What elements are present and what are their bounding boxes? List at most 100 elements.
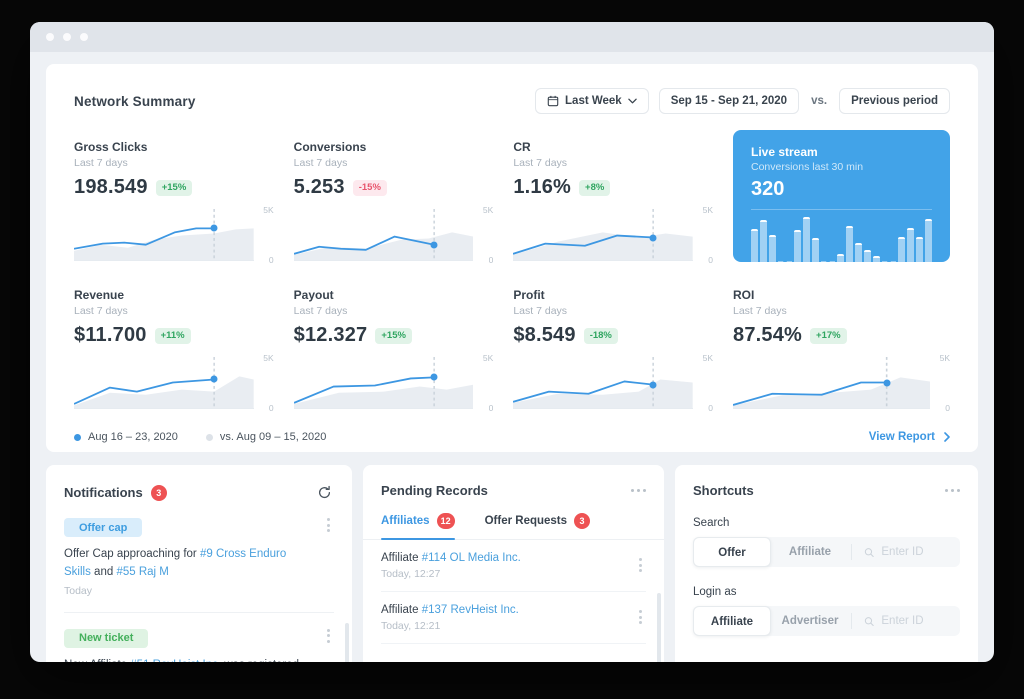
data-point-dot (210, 375, 218, 383)
notifications-panel: Notifications 3 Offer cap Offer Cap appr… (46, 465, 352, 662)
kpi-payout: Payout Last 7 days $12.327 +15% 5K 0 (293, 288, 493, 413)
kpi-title: Gross Clicks (74, 140, 148, 154)
divider (851, 544, 852, 560)
y-axis-max: 5K (939, 353, 950, 363)
data-point-dot (649, 234, 657, 242)
date-range-button[interactable]: Sep 15 - Sep 21, 2020 (658, 88, 800, 114)
current-period-dot (74, 433, 81, 441)
kpi-value: $11.700 (74, 324, 147, 346)
pending-record-row: Affiliate #137 RevHeist Inc. Today, 12:2… (381, 592, 646, 644)
refresh-button[interactable] (315, 483, 334, 502)
live-stream-bar (812, 238, 819, 263)
network-summary-card: Network Summary Last Week Sep 15 - Sep 2… (46, 64, 978, 452)
item-menu-button[interactable] (635, 556, 646, 574)
y-axis-min: 0 (945, 403, 950, 413)
kpi-period: Last 7 days (513, 305, 568, 317)
tab-affiliates[interactable]: Affiliates 12 (381, 513, 455, 540)
notification-tag: Offer cap (64, 518, 143, 537)
notification-tag: New ticket (64, 628, 149, 648)
segment-offer[interactable]: Offer (693, 537, 771, 567)
sparkline-chart: 5K 0 (74, 353, 274, 413)
chevron-down-icon (627, 98, 637, 104)
search-section-label: Search (693, 517, 730, 529)
search-icon (864, 547, 874, 557)
tab-count-badge: 12 (436, 513, 455, 529)
y-axis-max: 5K (263, 353, 274, 363)
kpi-delta-badge: +15% (155, 179, 193, 196)
date-controls: Last Week Sep 15 - Sep 21, 2020 vs. Prev… (535, 88, 950, 114)
live-stream-subtitle: Conversions last 30 min (751, 161, 864, 173)
item-menu-button[interactable] (323, 627, 334, 645)
chevron-right-icon (944, 432, 950, 442)
notifications-title: Notifications (64, 485, 143, 500)
live-stream-title: Live stream (751, 145, 818, 159)
y-axis-min: 0 (268, 255, 274, 265)
live-stream-bar (751, 229, 758, 263)
segment-affiliate[interactable]: Affiliate (693, 606, 771, 636)
pending-records-panel: Pending Records Affiliates 12 Offer Requ… (363, 465, 664, 662)
sparkline-chart: 5K 0 (74, 205, 274, 265)
y-axis-max: 5K (263, 205, 274, 215)
notifications-count-badge: 3 (150, 484, 167, 501)
sparkline-chart: 5K 0 (513, 205, 713, 265)
segment-advertiser[interactable]: Advertiser (781, 615, 839, 627)
close-window-button[interactable] (46, 33, 54, 41)
y-axis-max: 5K (482, 205, 494, 215)
kpi-title: Payout (293, 288, 334, 302)
app-window: Network Summary Last Week Sep 15 - Sep 2… (30, 22, 994, 662)
bar-group-gap (778, 261, 792, 263)
tab-offer-requests[interactable]: Offer Requests 3 (485, 513, 591, 539)
calendar-icon (547, 95, 559, 107)
kpi-grid: Gross Clicks Last 7 days 198.549 +15% 5K … (74, 130, 950, 413)
record-time: Today, 12:27 (381, 568, 441, 580)
view-report-label: View Report (868, 431, 935, 443)
entity-link[interactable]: #9 Cross Enduro Skills (64, 548, 287, 578)
live-stream-value: 320 (751, 178, 785, 200)
sparkline-chart: 5K 0 (513, 353, 713, 413)
kpi-value: 198.549 (74, 176, 148, 198)
kpi-title: ROI (733, 288, 755, 302)
search-icon (864, 616, 874, 626)
previous-period-dot (205, 433, 213, 441)
period-select-button[interactable]: Last Week (535, 88, 649, 114)
kpi-title: Conversions (293, 140, 367, 154)
kpi-period: Last 7 days (513, 157, 568, 169)
notification-text: Offer Cap approaching for #9 Cross Endur… (64, 548, 287, 578)
panel-menu-button[interactable] (631, 485, 646, 496)
affiliate-link[interactable]: #114 OL Media Inc. (421, 552, 521, 564)
data-point-dot (883, 379, 891, 386)
kpi-period: Last 7 days (74, 305, 128, 317)
y-axis-max: 5K (702, 205, 713, 215)
kpi-delta-badge: +15% (375, 327, 412, 344)
kpi-period: Last 7 days (74, 157, 128, 169)
sparkline-chart: 5K 0 (733, 353, 950, 413)
item-menu-button[interactable] (323, 516, 334, 534)
kpi-gross-clicks: Gross Clicks Last 7 days 198.549 +15% 5K … (74, 140, 274, 265)
scrollbar-thumb[interactable] (657, 593, 661, 662)
bar-group-gap (882, 261, 896, 263)
login-id-input[interactable] (881, 615, 950, 627)
notification-time: Today (64, 584, 93, 597)
search-id-input[interactable] (881, 546, 950, 558)
entity-link[interactable]: #55 Raj M (116, 565, 169, 578)
scrollbar-thumb[interactable] (345, 623, 349, 662)
data-point-dot (210, 224, 218, 232)
pending-records-tabs: Affiliates 12 Offer Requests 3 (363, 513, 664, 540)
entity-link[interactable]: #51 RevHeist Inc. (130, 659, 221, 662)
dashboard-content: Network Summary Last Week Sep 15 - Sep 2… (30, 52, 994, 662)
minimize-window-button[interactable] (63, 33, 71, 41)
kpi-delta-badge: -15% (352, 179, 387, 196)
panel-menu-button[interactable] (945, 485, 960, 496)
tab-count-badge: 3 (574, 513, 591, 529)
affiliate-link[interactable]: #137 RevHeist Inc. (421, 604, 519, 616)
maximize-window-button[interactable] (80, 33, 88, 41)
kpi-value: 5.253 (293, 176, 345, 198)
segment-affiliate[interactable]: Affiliate (788, 546, 832, 558)
view-report-link[interactable]: View Report (869, 431, 950, 443)
item-menu-button[interactable] (635, 608, 646, 626)
period-select-label: Last Week (565, 95, 622, 107)
y-axis-min: 0 (708, 255, 713, 265)
previous-period-button[interactable]: Previous period (839, 88, 950, 114)
notification-item: Offer cap Offer Cap approaching for #9 C… (64, 502, 334, 597)
y-axis-min: 0 (488, 255, 494, 265)
